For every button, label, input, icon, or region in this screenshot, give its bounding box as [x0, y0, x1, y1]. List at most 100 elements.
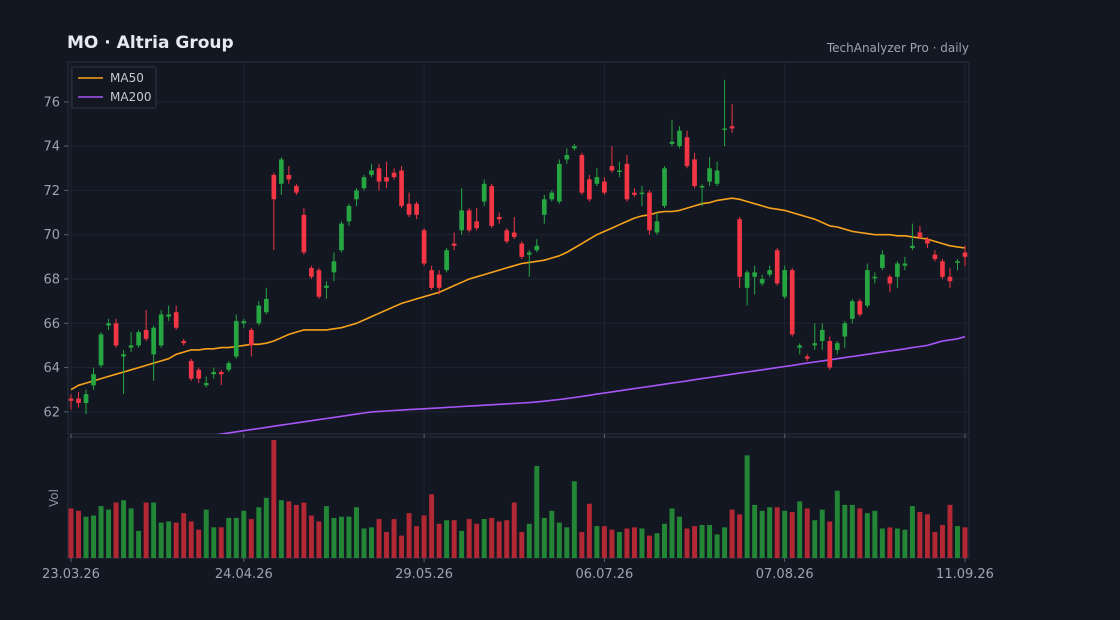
volume-bar	[556, 522, 562, 558]
volume-bar	[504, 520, 510, 558]
candle-body	[962, 252, 968, 257]
candle-body	[752, 272, 757, 277]
volume-bar	[331, 517, 337, 558]
candle-body	[91, 374, 96, 386]
candle-body	[504, 230, 510, 242]
volume-bar	[707, 524, 713, 558]
candle-body	[834, 343, 840, 350]
candle-body	[248, 329, 254, 346]
volume-bar	[571, 481, 577, 558]
candle-body	[639, 192, 645, 195]
volume-bar	[496, 521, 502, 558]
candle-body	[669, 141, 675, 144]
volume-bar	[256, 507, 262, 558]
candle-body	[579, 155, 585, 193]
candle-body	[218, 372, 224, 375]
candle-body	[849, 301, 855, 319]
candle-body	[331, 261, 337, 273]
volume-bar	[181, 513, 187, 558]
candle-body	[594, 177, 600, 184]
candle-body	[812, 343, 818, 346]
candle-body	[173, 312, 179, 328]
candle-body	[722, 128, 727, 130]
candle-body	[376, 168, 382, 182]
chart-title: MO · Altria Group	[67, 33, 234, 53]
x-tick-label: 06.07.26	[575, 567, 633, 582]
candle-body	[602, 181, 607, 193]
candle-body	[804, 356, 810, 359]
candle-body	[384, 177, 389, 182]
candle-body	[158, 314, 164, 346]
candle-body	[917, 232, 923, 237]
volume-bar	[534, 465, 540, 558]
volume-bar	[233, 517, 239, 558]
candle-body	[895, 263, 900, 277]
volume-bar	[211, 527, 217, 558]
volume-bar	[819, 509, 825, 558]
volume-bar	[83, 516, 89, 558]
candle-body	[459, 210, 464, 231]
x-tick-label: 23.03.26	[42, 567, 100, 582]
candle-body	[564, 155, 570, 160]
volume-bar	[932, 532, 938, 558]
candle-body	[113, 323, 119, 346]
candle-body	[286, 174, 292, 180]
volume-bar	[226, 517, 232, 558]
candle-body	[789, 270, 795, 335]
moving-averages	[70, 197, 966, 434]
volume-bar	[924, 514, 930, 558]
candle-body	[294, 186, 299, 193]
y-tick-label: 70	[43, 228, 60, 243]
volume-bar	[849, 504, 855, 558]
volume-bar	[879, 528, 885, 558]
volume-bar	[759, 510, 765, 558]
candle-body	[624, 163, 630, 200]
candle-body	[466, 210, 472, 231]
candle-body	[865, 270, 870, 306]
volume-bar	[564, 527, 570, 558]
volume-bar	[526, 523, 532, 558]
candle-body	[429, 270, 434, 288]
x-tick-label: 11.09.26	[936, 567, 994, 582]
volume-bar	[323, 506, 329, 558]
candle-body	[632, 192, 637, 195]
volume-bar	[744, 455, 750, 558]
candle-body	[617, 170, 622, 172]
volume-bar	[218, 527, 224, 558]
volume-bar	[947, 504, 953, 558]
volume-bar	[519, 532, 525, 558]
volume-bar	[316, 521, 322, 558]
volume-bar	[797, 501, 803, 558]
volume-bar	[729, 509, 735, 558]
volume-bar	[346, 516, 352, 558]
y-tick-label: 68	[43, 273, 60, 288]
x-tick-label: 24.04.26	[215, 567, 273, 582]
candle-body	[609, 166, 615, 171]
volume-bar	[278, 500, 284, 558]
ma200-line	[215, 335, 966, 434]
candle-body	[519, 243, 525, 257]
volume-bar	[902, 529, 908, 558]
candles	[68, 79, 968, 415]
candle-body	[767, 270, 773, 275]
x-axis-ticks: 23.03.26 24.04.26 29.05.26 06.07.26 07.08.26…	[42, 434, 994, 582]
volume-bar	[151, 502, 157, 558]
y-tick-label: 64	[43, 361, 60, 376]
candle-body	[481, 183, 487, 202]
candle-body	[925, 239, 930, 244]
volume-bar	[128, 508, 134, 558]
volume-bar	[812, 520, 818, 558]
candle-body	[203, 383, 209, 386]
candle-body	[324, 285, 329, 288]
volume-bar	[789, 511, 795, 558]
candle-body	[309, 267, 314, 277]
candle-body	[511, 232, 517, 237]
candle-body	[211, 372, 217, 375]
volume-bar	[406, 513, 412, 558]
volume-bar	[662, 523, 667, 558]
data-source-label: TechAnalyzer Pro · daily	[826, 41, 969, 55]
x-tick-label: 29.05.26	[395, 567, 453, 582]
candle-body	[556, 163, 562, 202]
candle-body	[421, 230, 427, 264]
